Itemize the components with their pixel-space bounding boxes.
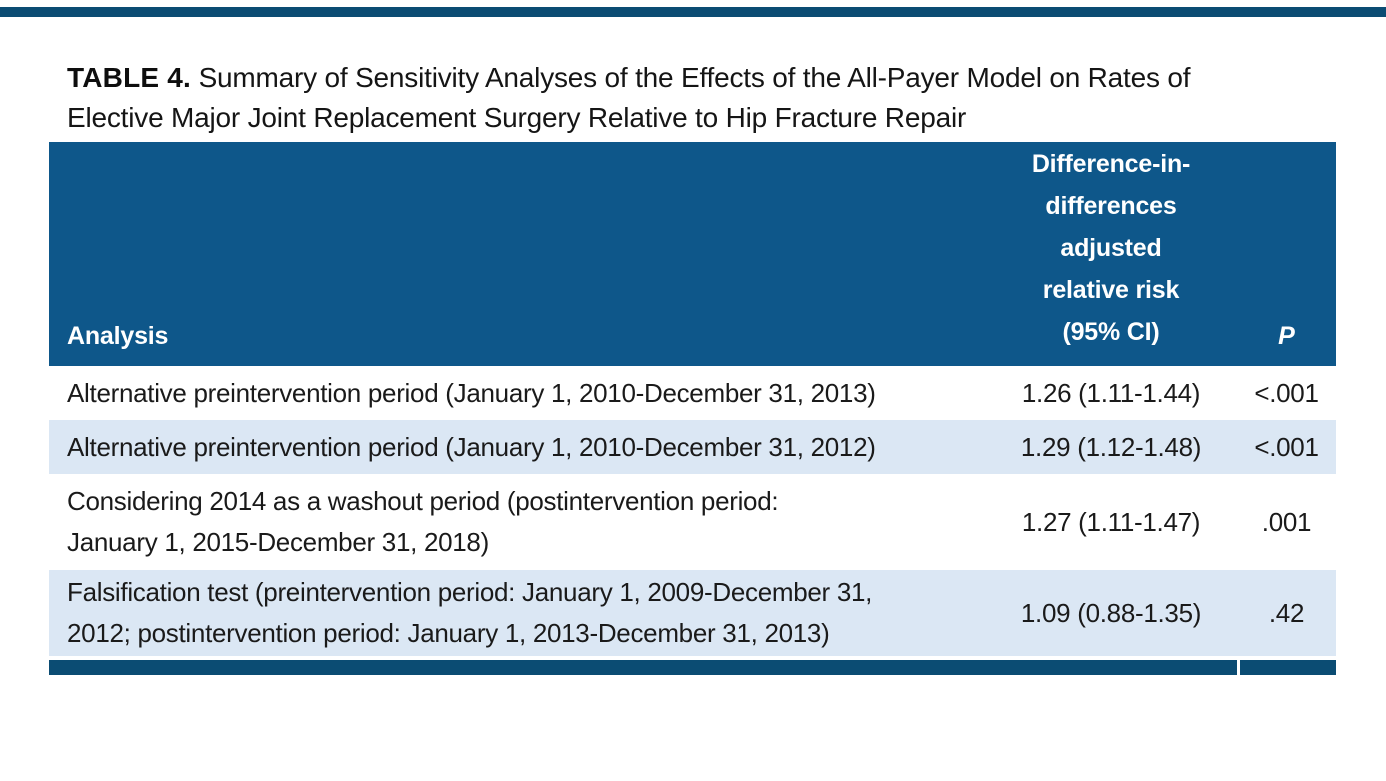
relative-risk-cell: 1.26 (1.11-1.44): [1021, 377, 1201, 408]
sensitivity-analyses-table: Analysis Difference-in- differences adju…: [49, 142, 1336, 675]
bottom-rule-bar: [49, 660, 1336, 675]
table-header-row: Analysis Difference-in- differences adju…: [49, 142, 1336, 366]
caption-line-1: TABLE 4. Summary of Sensitivity Analyses…: [67, 58, 1317, 98]
relative-risk-cell: 1.27 (1.11-1.47): [1021, 506, 1201, 537]
caption-text-1: Summary of Sensitivity Analyses of the E…: [198, 62, 1191, 93]
top-rule-bar: [0, 7, 1386, 17]
p-value-cell: .42: [1268, 597, 1305, 628]
analysis-cell: Considering 2014 as a washout period (po…: [67, 486, 779, 557]
table-row: Considering 2014 as a washout period (po…: [49, 474, 1336, 570]
caption-line-2: Elective Major Joint Replacement Surgery…: [67, 102, 967, 133]
p-value-cell: .001: [1261, 506, 1312, 537]
relative-risk-cell: 1.09 (0.88-1.35): [1020, 597, 1202, 628]
table-row: Falsification test (preintervention peri…: [49, 570, 1336, 656]
bottom-rule-right-segment: [1240, 660, 1336, 675]
bottom-rule-left-segment: [49, 660, 1237, 675]
bottom-rule-column-gap: [1237, 660, 1240, 675]
analysis-cell: Alternative preintervention period (Janu…: [67, 431, 876, 462]
p-value-cell: <.001: [1254, 431, 1319, 462]
table-row: Alternative preintervention period (Janu…: [49, 366, 1336, 420]
column-header-relative-risk: Difference-in- differences adjusted rela…: [1031, 150, 1191, 346]
table-row: Alternative preintervention period (Janu…: [49, 420, 1336, 474]
table-caption: TABLE 4. Summary of Sensitivity Analyses…: [67, 58, 1317, 138]
analysis-cell: Falsification test (preintervention peri…: [67, 577, 873, 648]
column-header-analysis: Analysis: [67, 322, 169, 350]
table-number-label: TABLE 4.: [67, 62, 191, 93]
relative-risk-cell: 1.29 (1.12-1.48): [1020, 431, 1202, 462]
p-value-cell: <.001: [1254, 377, 1319, 408]
column-header-p-value: P: [1278, 322, 1295, 350]
analysis-cell: Alternative preintervention period (Janu…: [67, 377, 876, 408]
